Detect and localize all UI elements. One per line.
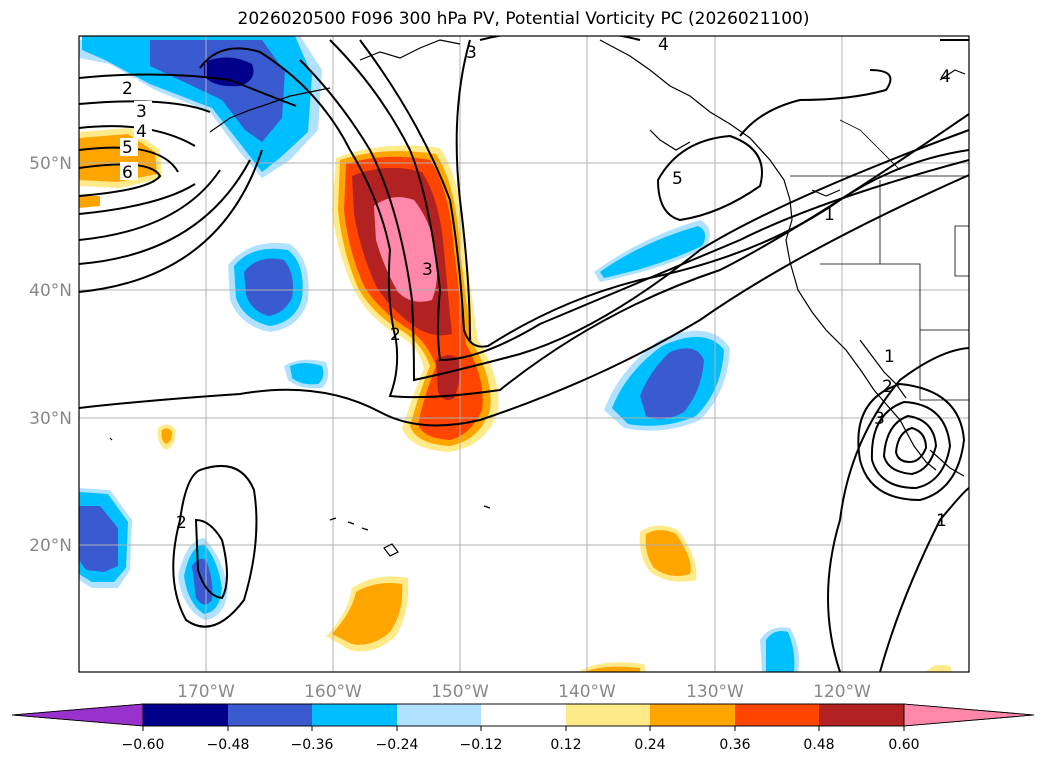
map-content: 2 3 4 5 6 3 2 5 1 1 2 3 1 2 3 4 4 xyxy=(79,35,969,672)
colorbar-tick-label: −0.48 xyxy=(207,737,250,753)
pv-negative-region-small xyxy=(290,363,324,385)
lon-label: 130°W xyxy=(686,682,744,702)
lon-label: 160°W xyxy=(304,682,362,702)
colorbar-tick-label: −0.24 xyxy=(376,737,419,753)
colorbar-tick-label: 0.24 xyxy=(634,737,665,753)
contour-label: 1 xyxy=(936,511,947,531)
contour-label: 1 xyxy=(884,347,895,367)
contour-label: 6 xyxy=(122,163,133,183)
contour-label: 3 xyxy=(466,43,477,63)
colorbar-extend-high xyxy=(903,703,1035,727)
pv-positive-region-e xyxy=(645,530,691,576)
colorbar-tick-label: 0.48 xyxy=(803,737,834,753)
lat-label: 40°N xyxy=(29,281,72,301)
contour-label: 1 xyxy=(824,205,835,225)
contour-label: 4 xyxy=(136,122,147,142)
colorbar-tick-label: 0.60 xyxy=(888,737,919,753)
colorbar-tick-label: −0.36 xyxy=(291,737,334,753)
figure-title: 2026020500 F096 300 hPa PV, Potential Vo… xyxy=(237,9,810,29)
map-gridlines xyxy=(79,36,969,672)
contour-label: 4 xyxy=(940,67,951,87)
pv-negative-region-sw xyxy=(79,506,118,572)
lon-label: 170°W xyxy=(177,682,235,702)
colorbar-bin xyxy=(143,704,228,726)
pv-positive-region-bottom xyxy=(584,666,640,672)
political-borders xyxy=(790,119,969,401)
coastlines xyxy=(109,39,966,557)
contour-label: 2 xyxy=(390,325,401,345)
colorbar-bin xyxy=(819,704,904,726)
lon-label: 150°W xyxy=(431,682,489,702)
pv-positive-streamer xyxy=(436,355,461,400)
contour-labels: 2 3 4 5 6 3 2 5 1 1 2 3 1 2 3 4 4 xyxy=(120,35,951,533)
longitude-labels: 170°W 160°W 150°W 140°W 130°W 120°W xyxy=(177,682,871,702)
pv-negative-region-se xyxy=(766,631,795,672)
pv-positive-region-tiny xyxy=(161,428,172,444)
colorbar-bin xyxy=(228,704,312,726)
colorbar: −0.60 −0.48 −0.36 −0.24 −0.12 0.12 0.24 … xyxy=(11,703,1035,753)
contour-label: 3 xyxy=(136,102,147,122)
colorbar-bin xyxy=(312,704,397,726)
contour-label: 3 xyxy=(874,409,885,429)
contour-label: 4 xyxy=(658,35,669,55)
colorbar-bin xyxy=(650,704,735,726)
lon-label: 140°W xyxy=(558,682,616,702)
colorbar-tick-label: 0.12 xyxy=(550,737,581,753)
contour-label: 2 xyxy=(176,513,187,533)
pv-negative-region-mid xyxy=(640,348,704,420)
contour-label: 3 xyxy=(422,260,433,280)
colorbar-tick-label: −0.60 xyxy=(122,737,165,753)
colorbar-bin xyxy=(397,704,481,726)
colorbar-ticks xyxy=(142,726,905,731)
colorbar-bin xyxy=(735,704,819,726)
contour-label: 5 xyxy=(122,138,133,158)
pv-positive-region-bottom xyxy=(926,664,952,672)
contour-label: 5 xyxy=(672,169,683,189)
pv-negative-region-w xyxy=(244,258,293,316)
contour-label: 2 xyxy=(882,377,893,397)
colorbar-tick-label: −0.12 xyxy=(460,737,503,753)
lon-label: 120°W xyxy=(813,682,871,702)
lat-label: 30°N xyxy=(29,409,72,429)
contour-label: 2 xyxy=(122,79,133,99)
latitude-labels: 50°N 40°N 30°N 20°N xyxy=(29,154,72,556)
pv-contours xyxy=(79,36,969,672)
colorbar-bin xyxy=(566,704,650,726)
lat-label: 50°N xyxy=(29,154,72,174)
colorbar-extend-low xyxy=(11,703,144,727)
map-frame xyxy=(78,35,970,673)
pv-negative-region-band xyxy=(600,226,706,278)
lat-label: 20°N xyxy=(29,536,72,556)
colorbar-tick-label: 0.36 xyxy=(719,737,750,753)
pv-positive-region-s xyxy=(332,583,403,645)
pv-positive-region-w xyxy=(79,196,100,208)
colorbar-bin xyxy=(481,704,566,726)
